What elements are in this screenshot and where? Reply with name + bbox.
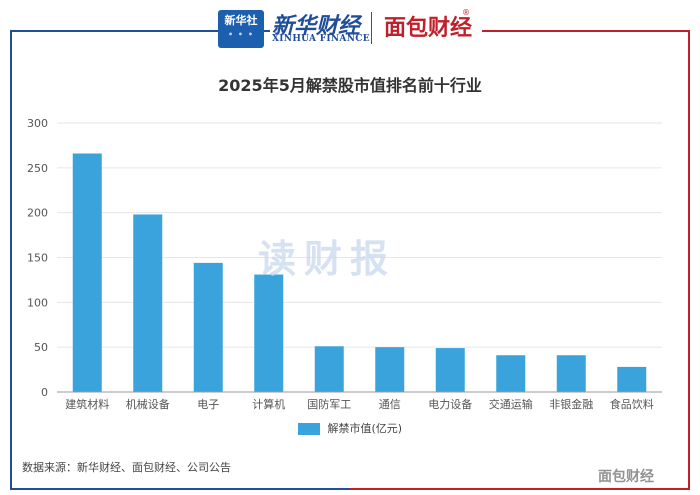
bar-1 [72,153,102,392]
bars [72,153,647,392]
weibo-watermark: 面包财经 [598,469,654,485]
x-tick-label: 非银金融 [549,397,593,411]
frame-bottom-line [10,488,690,490]
y-tick-label: 100 [27,296,48,309]
brand-xinhua-finance-cn: 新华财经 [272,13,361,39]
watermark-text: 读财报 [258,237,397,281]
bar-2 [133,214,163,392]
legend-swatch [298,423,320,435]
bar-7 [435,348,465,392]
y-tick-label: 150 [27,252,48,265]
legend: 解禁市值(亿元) [298,420,402,436]
chart-title: 2025年5月解禁股市值排名前十行业 [218,76,482,95]
x-tick-label: 通信 [379,398,401,411]
legend-label: 解禁市值(亿元) [327,422,403,435]
x-tick-label: 国防军工 [307,397,351,411]
y-tick-label: 0 [41,386,48,399]
bar-9 [556,355,586,392]
frame-right-line [688,30,690,490]
x-tick-label: 电力设备 [428,397,472,411]
bar-6 [375,347,405,392]
x-tick-label: 计算机 [252,397,285,411]
bar-4 [254,274,284,392]
y-tick-label: 50 [34,341,48,354]
x-tick-label: 食品饮料 [610,397,654,411]
y-tick-label: 250 [27,162,48,175]
y-tick-labels: 0 50 100 150 200 250 300 [27,117,48,399]
brand-divider [371,12,372,44]
frame-left-line [10,30,12,490]
xinhua-logo-text: 新华社 [224,14,258,27]
frame-top-left-line [10,30,270,32]
registered-mark: ® [462,8,470,17]
xinhua-logo: 新华社 • • • [218,10,264,48]
bar-10 [617,366,647,392]
x-tick-label: 交通运输 [489,397,533,411]
x-tick-labels: 建筑材料 机械设备 电子 计算机 国防军工 通信 电力设备 交通运输 非银金融 食品饮料 [65,397,654,411]
bar-3 [193,262,223,392]
bar-8 [496,355,526,392]
xinhua-logo-dots: • • • [228,30,254,39]
frame-top-right-line [482,30,690,32]
y-tick-label: 200 [27,207,48,220]
data-source: 数据来源：新华财经、面包财经、公司公告 [22,461,231,474]
x-tick-label: 机械设备 [126,397,170,411]
bar-5 [314,346,344,392]
brand-xinhua-finance-en: XINHUA FINANCE [272,34,370,44]
y-tick-label: 300 [27,117,48,130]
x-tick-label: 建筑材料 [65,397,109,411]
brand-mianbao-finance: 面包财经 [384,16,473,41]
x-tick-label: 电子 [197,398,219,411]
